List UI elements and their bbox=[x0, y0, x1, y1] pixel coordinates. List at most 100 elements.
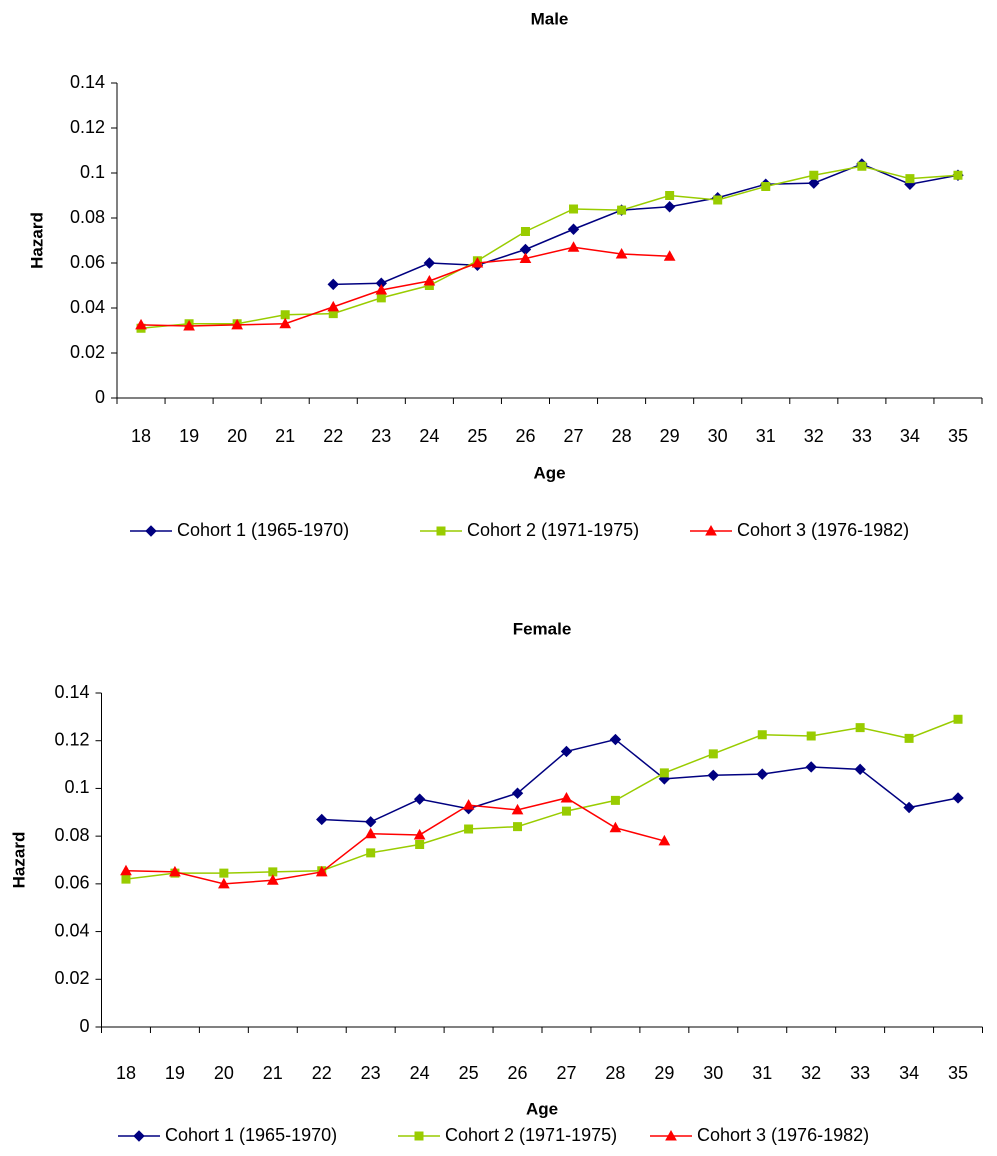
y-tick-label: 0 bbox=[79, 1016, 89, 1036]
legend-marker bbox=[665, 1129, 677, 1141]
data-point bbox=[615, 247, 628, 259]
x-tick-label: 30 bbox=[703, 1063, 723, 1083]
data-point bbox=[183, 319, 195, 331]
data-point bbox=[809, 170, 819, 180]
legend-label: Cohort 2 (1971-1975) bbox=[445, 1125, 617, 1145]
data-point bbox=[520, 227, 530, 236]
data-point bbox=[663, 201, 676, 213]
data-point bbox=[713, 195, 723, 205]
x-tick-label: 29 bbox=[660, 426, 680, 446]
x-tick-label: 19 bbox=[179, 426, 199, 446]
data-point bbox=[413, 793, 426, 805]
data-point bbox=[609, 821, 622, 833]
x-tick-label: 29 bbox=[654, 1063, 674, 1083]
y-tick-label: 0.1 bbox=[80, 162, 105, 182]
data-point bbox=[857, 161, 867, 171]
data-point bbox=[327, 300, 340, 312]
data-point bbox=[953, 170, 963, 180]
legend-label: Cohort 1 (1965-1970) bbox=[177, 520, 349, 540]
legend-label: Cohort 2 (1971-1975) bbox=[467, 520, 639, 540]
data-point bbox=[560, 745, 573, 758]
data-point bbox=[120, 864, 132, 876]
legend-marker bbox=[133, 1130, 145, 1142]
data-point bbox=[855, 723, 865, 733]
x-tick-label: 20 bbox=[214, 1063, 234, 1083]
data-point bbox=[511, 803, 524, 815]
series-line bbox=[140, 165, 959, 329]
data-point bbox=[462, 799, 475, 810]
y-tick-label: 0.02 bbox=[70, 342, 105, 362]
y-tick-label: 0.12 bbox=[54, 729, 89, 749]
data-point bbox=[268, 867, 278, 877]
data-point bbox=[663, 250, 676, 261]
x-tick-label: 27 bbox=[556, 1063, 576, 1083]
x-tick-label: 34 bbox=[900, 426, 920, 446]
x-tick-label: 28 bbox=[612, 426, 632, 446]
data-point bbox=[519, 252, 532, 263]
x-tick-label: 35 bbox=[948, 426, 968, 446]
x-tick-label: 23 bbox=[371, 426, 391, 446]
x-tick-label: 24 bbox=[410, 1063, 430, 1083]
x-tick-label: 27 bbox=[564, 426, 584, 446]
data-point bbox=[567, 223, 580, 235]
data-point bbox=[806, 731, 816, 741]
legend-marker bbox=[414, 1131, 424, 1141]
x-tick-label: 21 bbox=[275, 426, 295, 446]
series-line bbox=[125, 718, 959, 880]
legend-marker bbox=[705, 524, 717, 536]
data-point bbox=[423, 257, 436, 269]
y-tick-label: 0.06 bbox=[70, 252, 105, 272]
y-axis-label: Hazard bbox=[9, 832, 28, 889]
y-tick-label: 0.04 bbox=[54, 920, 89, 940]
y-tick-label: 0.1 bbox=[64, 777, 89, 797]
y-axis-label: Hazard bbox=[27, 212, 46, 269]
data-point bbox=[315, 865, 328, 877]
data-point bbox=[904, 733, 914, 743]
series-line bbox=[333, 163, 959, 286]
legend-label: Cohort 3 (1976-1982) bbox=[737, 520, 909, 540]
x-tick-label: 25 bbox=[467, 426, 487, 446]
x-tick-label: 33 bbox=[850, 1063, 870, 1083]
x-tick-label: 19 bbox=[165, 1063, 185, 1083]
data-point bbox=[231, 318, 243, 330]
x-tick-label: 24 bbox=[419, 426, 439, 446]
legend-marker bbox=[145, 525, 157, 537]
data-point bbox=[218, 877, 230, 889]
x-tick-label: 18 bbox=[131, 426, 151, 446]
x-tick-label: 22 bbox=[312, 1063, 332, 1083]
data-point bbox=[658, 834, 671, 846]
x-tick-label: 31 bbox=[752, 1063, 772, 1083]
x-tick-label: 20 bbox=[227, 426, 247, 446]
y-tick-label: 0.06 bbox=[54, 873, 89, 893]
data-point bbox=[757, 730, 767, 740]
data-point bbox=[464, 824, 474, 834]
x-tick-label: 26 bbox=[515, 426, 535, 446]
x-tick-label: 31 bbox=[756, 426, 776, 446]
data-point bbox=[569, 204, 579, 214]
data-point bbox=[279, 317, 292, 329]
data-point bbox=[567, 241, 580, 252]
data-point bbox=[952, 792, 964, 804]
y-tick-label: 0.12 bbox=[70, 117, 105, 137]
data-point bbox=[560, 791, 573, 803]
series-line bbox=[141, 246, 670, 327]
x-tick-label: 33 bbox=[852, 426, 872, 446]
x-axis-label: Age bbox=[526, 1099, 558, 1118]
data-point bbox=[903, 801, 915, 814]
data-point bbox=[953, 714, 963, 724]
data-point bbox=[280, 310, 290, 320]
data-point bbox=[854, 763, 866, 776]
x-tick-label: 35 bbox=[948, 1063, 968, 1083]
x-tick-label: 26 bbox=[508, 1063, 528, 1083]
x-tick-label: 30 bbox=[708, 426, 728, 446]
data-point bbox=[364, 816, 377, 828]
x-tick-label: 18 bbox=[116, 1063, 136, 1083]
data-point bbox=[121, 874, 131, 884]
data-point bbox=[805, 761, 817, 773]
data-point bbox=[327, 278, 339, 291]
data-point bbox=[364, 827, 377, 839]
y-tick-label: 0 bbox=[95, 387, 105, 407]
data-point bbox=[708, 749, 718, 759]
y-tick-label: 0.14 bbox=[54, 682, 89, 702]
